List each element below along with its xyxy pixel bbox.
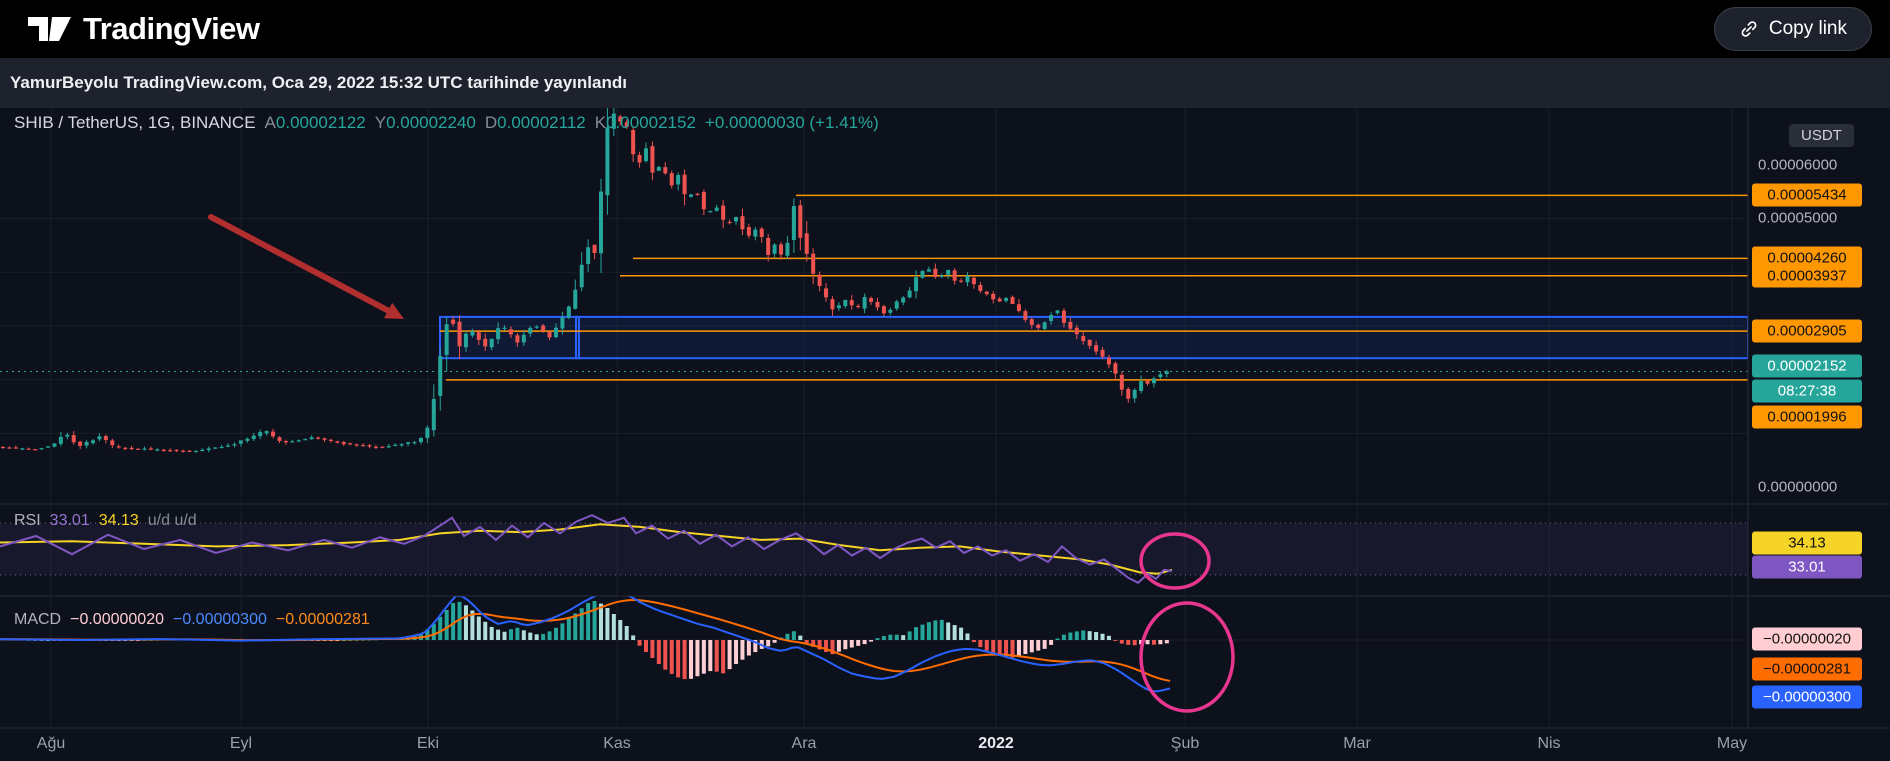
link-icon <box>1741 21 1757 37</box>
top-bar: TradingView Copy link <box>0 0 1890 58</box>
copy-link-label: Copy link <box>1768 18 1847 39</box>
tradingview-brand[interactable]: TradingView <box>26 9 260 49</box>
price-scale-axis[interactable] <box>1748 108 1890 728</box>
copy-link-button[interactable]: Copy link <box>1713 7 1872 51</box>
brand-name: TradingView <box>83 11 260 46</box>
tradingview-logo-icon <box>28 17 71 41</box>
publish-info: YamurBeyolu TradingView.com, Oca 29, 202… <box>10 73 627 92</box>
publish-bar: YamurBeyolu TradingView.com, Oca 29, 202… <box>0 58 1890 108</box>
time-scale-axis[interactable] <box>0 728 1890 761</box>
